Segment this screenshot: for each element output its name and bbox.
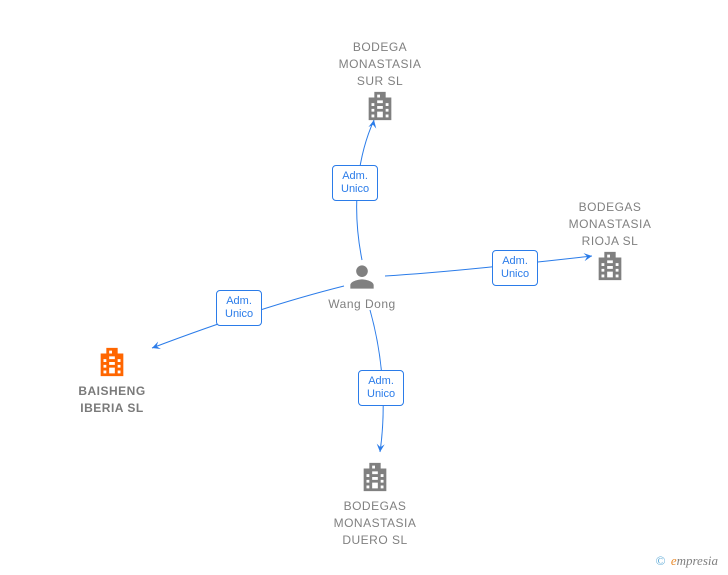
center-person-node[interactable]: Wang Dong xyxy=(322,262,402,313)
company-label: BODEGAS MONASTASIA DUERO SL xyxy=(320,498,430,548)
person-icon xyxy=(348,262,376,292)
building-icon xyxy=(358,460,392,494)
company-label: BODEGA MONASTASIA SUR SL xyxy=(325,39,435,89)
edge-label-top: Adm. Unico xyxy=(332,165,378,201)
company-node-top[interactable]: BODEGA MONASTASIA SUR SL xyxy=(325,35,435,123)
edge-label-left: Adm. Unico xyxy=(216,290,262,326)
arrowhead-icon xyxy=(376,444,385,453)
company-node-bottom[interactable]: BODEGAS MONASTASIA DUERO SL xyxy=(320,460,430,548)
company-node-left[interactable]: BAISHENG IBERIA SL xyxy=(57,345,167,417)
edge-label-bottom: Adm. Unico xyxy=(358,370,404,406)
watermark: © empresia xyxy=(656,553,718,569)
center-label: Wang Dong xyxy=(322,296,402,313)
building-icon xyxy=(95,345,129,379)
company-label: BODEGAS MONASTASIA RIOJA SL xyxy=(555,199,665,249)
building-icon xyxy=(593,249,627,283)
company-label: BAISHENG IBERIA SL xyxy=(57,383,167,417)
building-icon xyxy=(363,89,397,123)
watermark-brand-rest: mpresia xyxy=(677,553,718,568)
copyright-symbol: © xyxy=(656,553,666,568)
company-node-right[interactable]: BODEGAS MONASTASIA RIOJA SL xyxy=(555,195,665,283)
edge-label-right: Adm. Unico xyxy=(492,250,538,286)
